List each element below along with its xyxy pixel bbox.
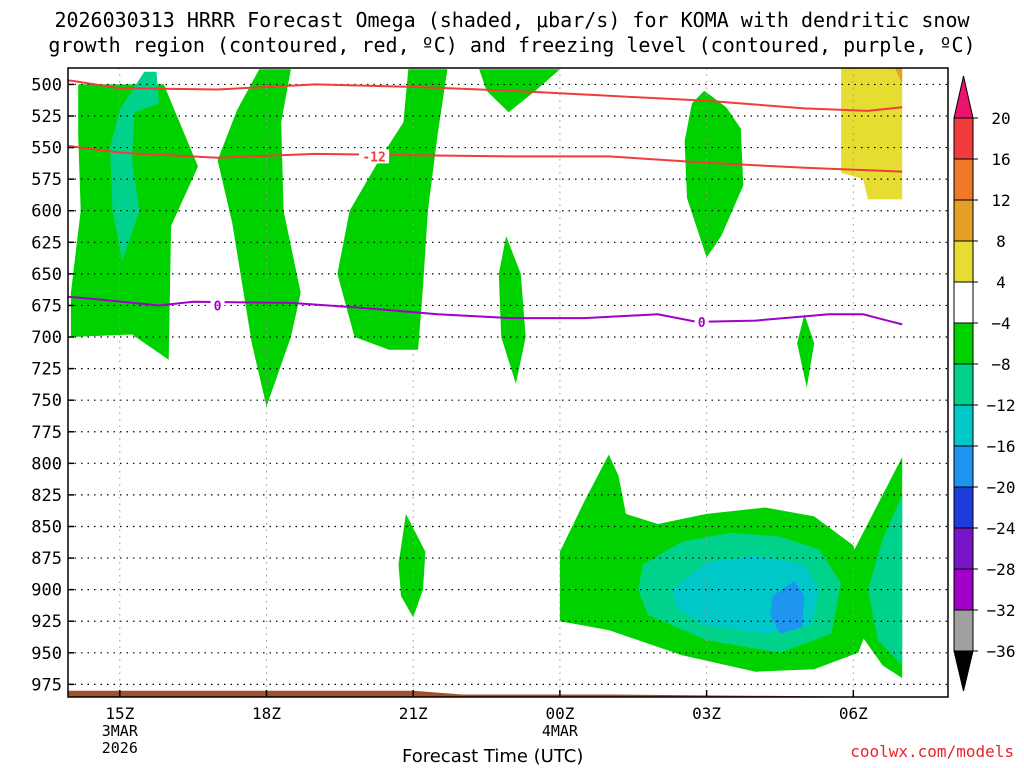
x-tick-sublabel-2026: 2026 — [102, 739, 138, 757]
colorbar-bin-7 — [953, 363, 974, 406]
colorbar-label-0: 20 — [991, 109, 1010, 128]
colorbar-label-13: −36 — [987, 642, 1016, 661]
colorbar-label-1: 16 — [991, 150, 1010, 169]
omega-region-center-left-column — [217, 69, 301, 407]
y-tick-label-525: 525 — [31, 107, 62, 127]
colorbar: 20 16 12 8 4 −4 −8 −12 −16 −20 −24 −28 −32 −36 — [953, 75, 1016, 692]
omega-region-right-edge-teal — [868, 494, 903, 666]
contour-freezing-level-label-0: 0 — [214, 299, 222, 314]
x-tick-label-18Z: 18Z — [252, 704, 281, 723]
colorbar-label-11: −28 — [987, 560, 1016, 579]
y-tick-label-825: 825 — [31, 486, 62, 506]
colorbar-bin-2 — [953, 158, 974, 201]
grid-lines — [68, 68, 948, 697]
y-tick-label-900: 900 — [31, 581, 62, 601]
colorbar-bin-10 — [953, 486, 974, 529]
y-tick-label-800: 800 — [31, 454, 62, 474]
y-tick-label-575: 575 — [31, 170, 62, 190]
contour-freezing-level — [68, 295, 903, 326]
contour-minus-12-lower-label-0: -12 — [362, 150, 385, 165]
x-tick-label-15Z: 15Z — [105, 704, 134, 723]
colorbar-bin-13 — [953, 609, 974, 652]
omega-region-center-column — [337, 69, 448, 350]
omega-region-low-mid-cell — [398, 513, 426, 618]
x-tick-label-06Z: 06Z — [839, 704, 868, 723]
colorbar-bin-5 — [953, 281, 974, 324]
colorbar-bin-8 — [953, 404, 974, 447]
omega-region-left-column-teal — [110, 71, 159, 262]
chart-title-line1: 2026030313 HRRR Forecast Omega (shaded, … — [54, 8, 970, 32]
plot-area: -12 0 0 — [68, 68, 948, 697]
colorbar-bottom-arrow — [953, 650, 974, 692]
x-axis-label: Forecast Time (UTC) — [402, 746, 584, 767]
omega-region-upper-right-cell — [684, 90, 744, 258]
x-tick-sublabel-4MAR: 4MAR — [542, 722, 579, 740]
colorbar-bin-6 — [953, 322, 974, 365]
y-tick-label-925: 925 — [31, 612, 62, 632]
y-tick-label-725: 725 — [31, 360, 62, 380]
omega-region-upper-right-orange — [894, 68, 903, 85]
y-tick-label-550: 550 — [31, 139, 62, 159]
colorbar-bin-1 — [953, 117, 974, 160]
colorbar-label-10: −24 — [987, 519, 1016, 538]
colorbar-label-5: −4 — [991, 314, 1010, 333]
y-tick-label-950: 950 — [31, 644, 62, 664]
omega-region-small-cell-right — [797, 314, 815, 388]
colorbar-bin-3 — [953, 199, 974, 242]
colorbar-bin-11 — [953, 527, 974, 570]
y-tick-label-975: 975 — [31, 675, 62, 695]
x-tick-label-00Z: 00Z — [545, 704, 574, 723]
colorbar-label-12: −32 — [987, 601, 1016, 620]
y-tick-label-675: 675 — [31, 296, 62, 316]
omega-region-low-level-blue — [770, 580, 805, 634]
x-tick-sublabel-3MAR: 3MAR — [102, 722, 139, 740]
colorbar-bin-12 — [953, 568, 974, 611]
colorbar-label-8: −16 — [987, 437, 1016, 456]
y-tick-label-775: 775 — [31, 423, 62, 443]
y-tick-label-600: 600 — [31, 202, 62, 222]
contour-minus-12-lower — [68, 145, 903, 173]
colorbar-label-2: 12 — [991, 191, 1010, 210]
y-tick-label-500: 500 — [31, 75, 62, 95]
omega-region-upper-right-yellow — [841, 68, 903, 200]
colorbar-bin-4 — [953, 240, 974, 283]
colorbar-label-3: 8 — [996, 232, 1006, 251]
contour-freezing-level-label-1: 0 — [698, 316, 706, 331]
contour-minus-12-upper — [68, 79, 903, 112]
y-tick-label-850: 850 — [31, 517, 62, 537]
x-tick-label-03Z: 03Z — [692, 704, 721, 723]
chart-title-line2: growth region (contoured, red, ºC) and f… — [48, 33, 976, 57]
y-tick-label-650: 650 — [31, 265, 62, 285]
ground-strip — [68, 690, 903, 697]
colorbar-top-arrow — [953, 75, 974, 119]
colorbar-label-4: 4 — [996, 273, 1006, 292]
y-tick-label-625: 625 — [31, 233, 62, 253]
colorbar-bin-9 — [953, 445, 974, 488]
y-tick-label-700: 700 — [31, 328, 62, 348]
omega-region-small-cell-mid — [498, 236, 526, 384]
y-tick-label-750: 750 — [31, 391, 62, 411]
colorbar-label-6: −8 — [991, 355, 1010, 374]
colorbar-label-9: −20 — [987, 478, 1016, 497]
colorbar-label-7: −12 — [987, 396, 1016, 415]
credit-link[interactable]: coolwx.com/models — [850, 742, 1014, 761]
plot-frame — [67, 67, 949, 698]
y-tick-label-875: 875 — [31, 549, 62, 569]
x-tick-label-21Z: 21Z — [399, 704, 428, 723]
